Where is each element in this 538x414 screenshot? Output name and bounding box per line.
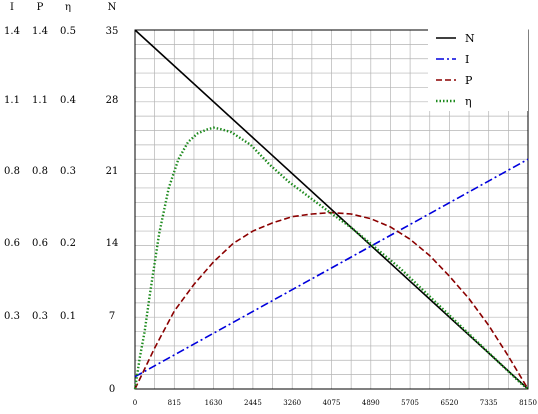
y-tick-label: 14 [106,238,119,249]
axis-header: η [65,2,71,13]
y-tick-label: 0.5 [60,26,76,37]
legend-label: I [465,53,469,66]
x-tick-label: 815 [168,399,181,407]
x-tick-label: 4075 [323,399,341,407]
x-tick-label: 0 [133,399,137,407]
y-tick-label: 35 [106,26,119,37]
y-tick-label: 1.1 [32,95,48,106]
y-tick-label: 0.6 [32,238,48,249]
legend-label: P [465,74,473,87]
series-group [133,29,529,390]
y-tick-label: 1.4 [4,26,20,37]
y-tick-label: 0.8 [32,166,48,177]
y-tick-label: 0.8 [4,166,20,177]
x-tick-label: 4890 [362,399,380,407]
axis-header: I [10,2,14,13]
y-tick-label: 0.1 [60,311,76,322]
y-tick-label: 0.3 [4,311,20,322]
x-tick-label: 2445 [244,399,262,407]
y-tick-label: 0.3 [60,166,76,177]
x-tick-label: 8150 [519,399,537,407]
x-tick-label: 1630 [205,399,223,407]
y-tick-label: 21 [106,166,119,177]
y-tick-label: 7 [109,311,115,322]
y-tick-label: 1.1 [4,95,20,106]
x-axis-ticks: 0 815 1630 2445 3260 4075 4890 5705 6520 7335 8150 [133,399,537,407]
legend-label: η [465,95,472,108]
legend-label: N [465,32,475,45]
axis-header: N [108,2,117,13]
y-tick-label: 28 [106,95,119,106]
series-line-eta [133,126,529,390]
legend-background [428,27,528,111]
y-tick-label: 0.3 [32,311,48,322]
x-tick-label: 3260 [283,399,301,407]
y-tick-label: 0.2 [60,238,76,249]
plot-frame [134,29,529,390]
x-tick-label: 5705 [401,399,419,407]
axis-header: P [37,2,44,13]
y-tick-label: 0 [109,384,115,395]
y-tick-label: 1.4 [32,26,48,37]
x-tick-label: 6520 [440,399,458,407]
y-tick-label: 0.6 [4,238,20,249]
x-tick-label: 7335 [480,399,498,407]
y-tick-label: 0.4 [60,95,76,106]
left-axes: I 1.4 1.1 0.8 0.6 0.3 P 1.4 1.1 0.8 0.6 0.3 η 0.5 0.4 0… [4,2,118,395]
series-line-i [134,158,529,378]
